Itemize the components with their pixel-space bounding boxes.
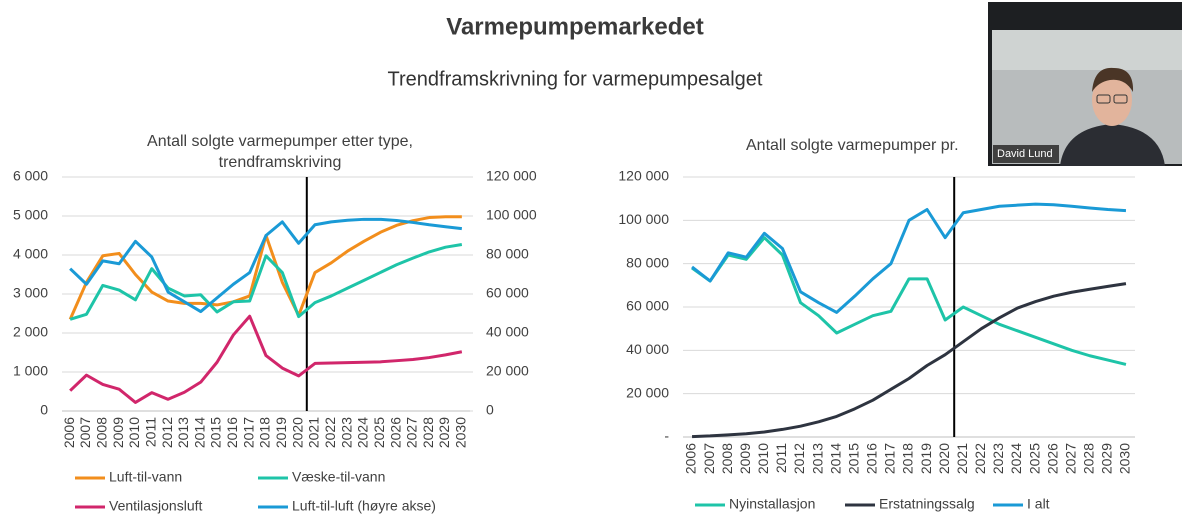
x-tick-label: 2024 <box>1008 443 1024 474</box>
y-tick-label: 120 000 <box>618 168 669 184</box>
x-tick-label: 2013 <box>175 417 191 448</box>
x-tick-label: 2014 <box>191 417 207 448</box>
y-tick-label: 60 000 <box>626 298 669 314</box>
x-tick-label: 2026 <box>387 417 403 448</box>
x-tick-label: 2017 <box>882 443 898 474</box>
x-tick-label: 2007 <box>77 417 93 448</box>
slide-subtitle: Trendframskrivning for varmepumpesalget <box>388 68 763 90</box>
x-tick-label: 2009 <box>737 443 753 474</box>
x-tick-label: 2011 <box>773 443 789 473</box>
x-tick-label: 2025 <box>371 417 387 448</box>
slide: Varmepumpemarkedet Trendframskrivning fo… <box>0 0 1182 516</box>
x-tick-label: 2021 <box>306 417 322 448</box>
x-tick-label: 2011 <box>142 417 158 447</box>
y-tick-label: 4 000 <box>13 246 48 262</box>
chart-title: Antall solgte varmepumper etter type, tr… <box>110 131 450 173</box>
x-tick-label: 2018 <box>900 443 916 474</box>
x-tick-label: 2027 <box>404 417 420 448</box>
x-tick-label: 2008 <box>719 443 735 474</box>
x-tick-label: 2027 <box>1062 443 1078 474</box>
x-tick-label: 2030 <box>453 417 469 448</box>
x-tick-label: 2006 <box>61 417 77 448</box>
x-tick-label: 2010 <box>126 417 142 448</box>
legend-label: I alt <box>1027 496 1050 512</box>
x-tick-label: 2016 <box>864 443 880 474</box>
x-tick-label: 2013 <box>809 443 825 474</box>
x-tick-label: 2029 <box>436 417 452 448</box>
series-line <box>70 244 462 319</box>
x-tick-label: 2007 <box>701 443 717 474</box>
x-tick-label: 2028 <box>1081 443 1097 474</box>
legend-label: Væske-til-vann <box>292 469 385 485</box>
y-tick-label: 20 000 <box>626 384 669 400</box>
y-tick-label: 3 000 <box>13 285 48 301</box>
y2-tick-label: 120 000 <box>486 168 537 184</box>
y-tick-label: 40 000 <box>626 341 669 357</box>
y2-tick-label: 0 <box>486 402 494 418</box>
y-tick-label: 1 000 <box>13 363 48 379</box>
x-tick-label: 2024 <box>355 417 371 448</box>
x-tick-label: 2029 <box>1099 443 1115 474</box>
x-tick-label: 2019 <box>273 417 289 448</box>
legend-label: Ventilasjonsluft <box>109 498 203 514</box>
x-tick-label: 2019 <box>918 443 934 474</box>
x-tick-label: 2009 <box>110 417 126 448</box>
y-tick-label: 0 <box>40 402 48 418</box>
y2-tick-label: 60 000 <box>486 285 529 301</box>
x-tick-label: 2020 <box>936 443 952 474</box>
x-tick-label: 2021 <box>954 443 970 474</box>
x-tick-label: 2014 <box>827 443 843 474</box>
x-tick-label: 2022 <box>972 443 988 474</box>
y-tick-label: - <box>664 428 669 444</box>
y-tick-label: 80 000 <box>626 254 669 270</box>
chart-title: Antall solgte varmepumper pr. <box>730 135 1106 156</box>
x-tick-label: 2023 <box>990 443 1006 474</box>
x-tick-label: 2022 <box>322 417 338 448</box>
x-tick-label: 2016 <box>224 417 240 448</box>
legend-label: Luft-til-luft (høyre akse) <box>292 498 436 514</box>
series-line <box>70 316 462 402</box>
y2-tick-label: 20 000 <box>486 363 529 379</box>
x-tick-label: 2017 <box>240 417 256 448</box>
y-tick-label: 100 000 <box>618 211 669 227</box>
legend-label: Luft-til-vann <box>109 469 182 485</box>
x-tick-label: 2015 <box>208 417 224 448</box>
x-tick-label: 2020 <box>289 417 305 448</box>
x-tick-label: 2028 <box>420 417 436 448</box>
x-tick-label: 2030 <box>1117 443 1133 474</box>
x-tick-label: 2015 <box>845 443 861 474</box>
x-tick-label: 2023 <box>338 417 354 448</box>
x-tick-label: 2008 <box>94 417 110 448</box>
x-tick-label: 2006 <box>683 443 699 474</box>
legend-label: Erstatningssalg <box>879 496 975 512</box>
legend-label: Nyinstallasjon <box>729 496 815 512</box>
page: Varmepumpemarkedet Trendframskrivning fo… <box>0 0 1182 516</box>
y-tick-label: 5 000 <box>13 207 48 223</box>
y2-tick-label: 40 000 <box>486 324 529 340</box>
y-tick-label: 2 000 <box>13 324 48 340</box>
y2-tick-label: 100 000 <box>486 207 537 223</box>
x-tick-label: 2026 <box>1044 443 1060 474</box>
x-tick-label: 2012 <box>159 417 175 448</box>
slide-title: Varmepumpemarkedet <box>446 13 703 40</box>
x-tick-label: 2012 <box>791 443 807 474</box>
series-line <box>692 238 1126 365</box>
x-tick-label: 2025 <box>1026 443 1042 474</box>
series-line <box>70 217 462 320</box>
x-tick-label: 2018 <box>257 417 273 448</box>
y2-tick-label: 80 000 <box>486 246 529 262</box>
x-tick-label: 2010 <box>755 443 771 474</box>
y-tick-label: 6 000 <box>13 168 48 184</box>
